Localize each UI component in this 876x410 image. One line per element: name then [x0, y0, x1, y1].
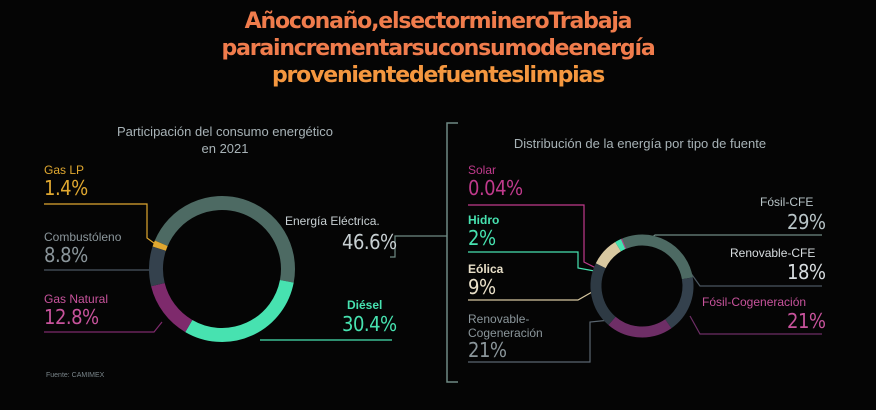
value-eolica: 9%	[468, 275, 496, 299]
title-line-1: Añoconaño,elsectormineroTrabaja	[244, 9, 633, 34]
leader-hidro	[468, 251, 601, 273]
slice-energia-electrica	[154, 196, 295, 283]
leader-fosil-cfe	[644, 234, 822, 244]
leader-gas-lp	[44, 203, 159, 247]
leader-solar	[468, 204, 597, 269]
label-diesel: Diésel	[347, 298, 383, 312]
label-fosil-cogeneracion: Fósil-Cogeneración	[702, 295, 807, 309]
page-title: Añoconaño,elsectormineroTrabaja paraincr…	[0, 8, 876, 89]
label-gas-lp: Gas LP	[44, 163, 85, 177]
value-gas-natural: 12.8%	[44, 305, 99, 329]
chart1-subtitle: en 2021	[201, 141, 249, 156]
leader-renovable-cogeneracion	[468, 319, 611, 363]
label-gas-natural: Gas Natural	[44, 292, 109, 306]
label-solar: Solar	[468, 163, 497, 177]
slice-combustoleno	[149, 246, 166, 287]
chart1-title: Participación del consumo energético	[116, 124, 334, 139]
leader-eolica	[468, 291, 593, 301]
value-gas-lp: 1.4%	[44, 176, 88, 200]
slice-fosil-cfe	[621, 234, 693, 280]
slice-renovable-cfe	[664, 277, 694, 329]
value-solar: 0.04%	[468, 176, 523, 200]
leader-renovable-cfe	[689, 271, 822, 287]
label-renovable-cfe: Renovable-CFE	[730, 246, 816, 260]
donut-chart-consumo	[149, 196, 295, 342]
label-renovable-cogeneracion: Renovable- Cogeneración	[468, 312, 543, 340]
donut-chart-distribucion	[590, 234, 694, 338]
leader-fosil-cogeneracion	[689, 315, 822, 335]
label-hidro: Hidro	[468, 213, 500, 227]
source-note: Fuente: CAMIMEX	[46, 372, 105, 379]
label-combustoleno: Combustóleno	[44, 230, 122, 244]
value-renovable-cfe: 18%	[787, 260, 826, 284]
label-energia-electrica: Energía Eléctrica.	[285, 214, 380, 228]
slice-renovable-cogeneracion	[590, 263, 616, 326]
value-hidro: 2%	[468, 226, 496, 250]
slice-fosil-cogeneracion	[608, 316, 672, 338]
value-fosil-cfe: 29%	[787, 210, 826, 234]
value-diesel: 30.4%	[342, 312, 397, 336]
chart2-title: Distribución de la energía por tipo de f…	[513, 136, 767, 151]
bracket	[446, 122, 458, 383]
title-line-3: provenientedefuenteslimpias	[271, 63, 605, 88]
slice-eolica	[595, 242, 622, 269]
value-energia-electrica: 46.6%	[342, 230, 397, 254]
value-fosil-cogeneracion: 21%	[787, 309, 826, 333]
slice-gas-natural	[151, 282, 193, 333]
slice-hidro	[615, 239, 626, 252]
leader-gas-natural	[44, 321, 163, 333]
slice-diesel	[185, 279, 294, 342]
slice-gas-lp	[152, 240, 168, 251]
label-eolica: Eólica	[468, 262, 504, 276]
label-fosil-cfe: Fósil-CFE	[760, 195, 814, 209]
value-renovable-cogeneracion: 21%	[468, 338, 507, 362]
title-line-2: paraincrementarsuconsumodeenergía	[221, 36, 656, 61]
value-combustoleno: 8.8%	[44, 243, 88, 267]
leader-energia-electrica	[390, 235, 420, 258]
